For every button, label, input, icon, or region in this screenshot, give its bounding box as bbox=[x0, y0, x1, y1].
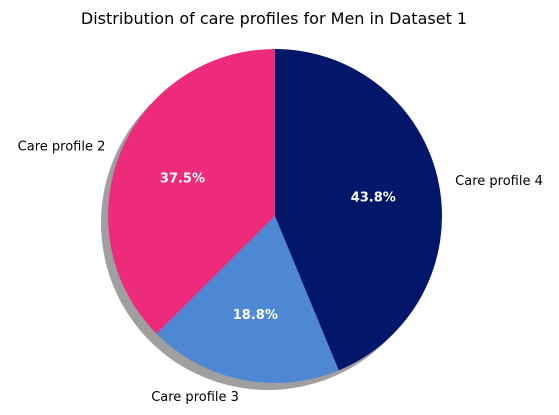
slice-label-care-profile-2: Care profile 2 bbox=[18, 140, 106, 155]
slice-label-care-profile-4: Care profile 4 bbox=[455, 174, 543, 189]
pie-slice-care-profile-4 bbox=[275, 49, 442, 371]
pie-slice-care-profile-2 bbox=[107, 49, 276, 334]
pie-slices bbox=[107, 49, 442, 383]
percent-label-care-profile-3: 18.8% bbox=[233, 308, 278, 323]
slice-labels: Care profile 2 Care profile 3 Care profile… bbox=[18, 140, 543, 406]
percent-label-care-profile-2: 37.5% bbox=[160, 172, 205, 187]
slice-label-care-profile-3: Care profile 3 bbox=[151, 390, 239, 405]
percent-label-care-profile-4: 43.8% bbox=[351, 190, 396, 205]
chart-title: Distribution of care profiles for Men in… bbox=[81, 9, 467, 28]
pie-slice-care-profile-3 bbox=[156, 216, 339, 383]
percent-labels: 37.5% 18.8% 43.8% bbox=[160, 172, 396, 324]
